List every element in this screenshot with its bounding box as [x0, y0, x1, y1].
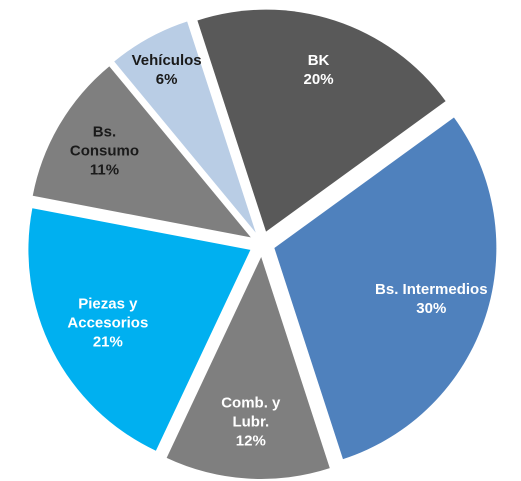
value-label: 30%	[416, 300, 447, 317]
pie-slice	[166, 256, 330, 479]
value-label: 20%	[303, 70, 334, 88]
value-label: 21%	[92, 333, 123, 351]
category-label: Bs. Consumo	[69, 123, 140, 160]
pie-slice	[274, 117, 497, 460]
slice-label: Piezas y Accesorios 21%	[53, 294, 163, 351]
pie-slice	[32, 66, 251, 238]
slice-label: Bs. Consumo 11%	[59, 122, 149, 179]
category-label: BK	[307, 51, 330, 69]
category-label: Bs. Intermedios	[375, 281, 488, 298]
slice-label: BK 20%	[289, 51, 349, 89]
slice-label: Bs. Intermedios 30%	[356, 280, 506, 318]
value-label: 12%	[235, 432, 266, 450]
slice-label: Comb. y Lubr. 12%	[216, 393, 286, 450]
category-label: Vehículos	[131, 52, 202, 70]
pie-slice	[114, 21, 256, 233]
category-label: Comb. y Lubr.	[221, 394, 281, 431]
pie-slice	[28, 208, 251, 451]
category-label: Piezas y Accesorios	[67, 295, 149, 332]
value-label: 11%	[89, 161, 120, 179]
pie-slice	[197, 9, 446, 232]
value-label: 6%	[155, 71, 178, 89]
slice-label: Vehículos 6%	[122, 51, 212, 89]
